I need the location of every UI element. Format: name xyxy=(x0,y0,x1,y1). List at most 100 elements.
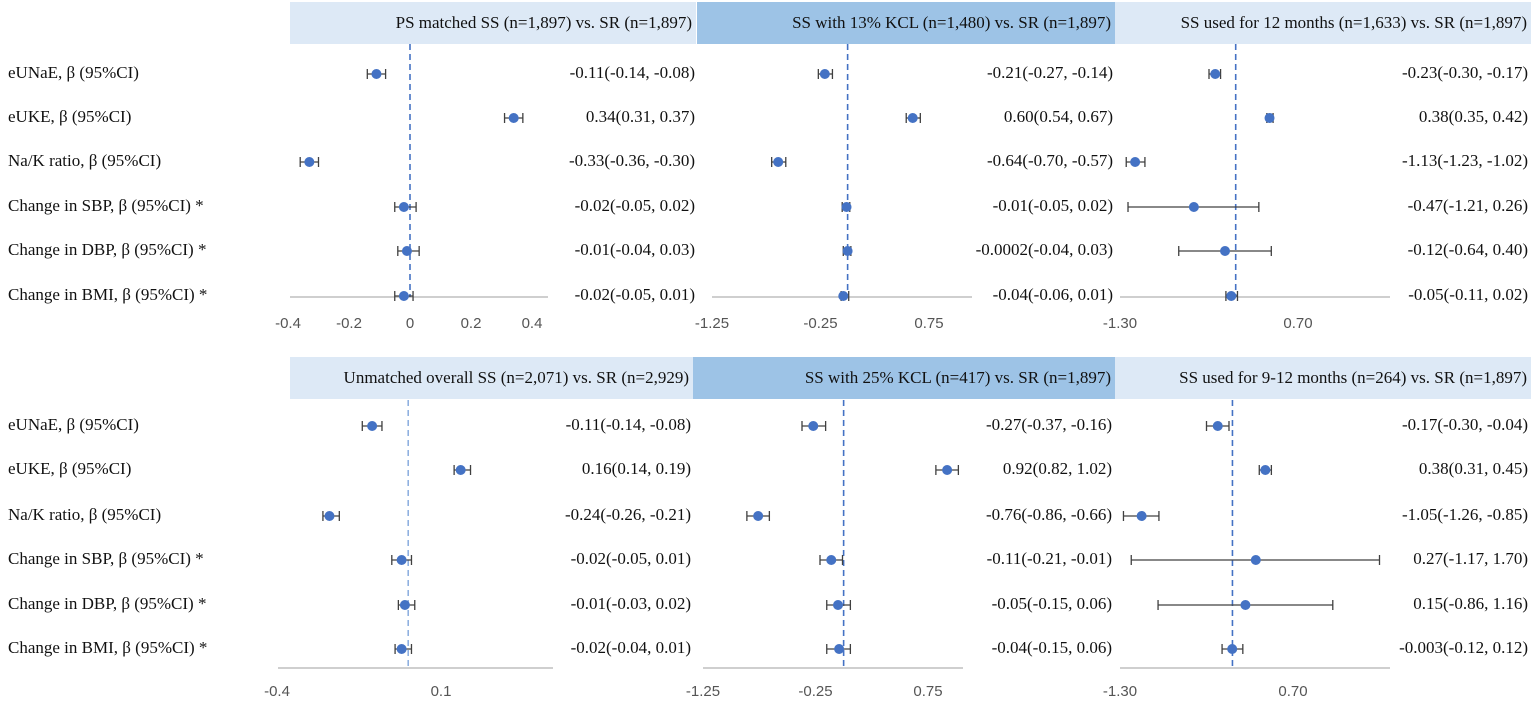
estimate-point xyxy=(841,202,852,212)
estimate-point xyxy=(808,421,819,431)
estimate-point xyxy=(398,202,409,212)
estimate-value-label: -0.17(-0.30, -0.04) xyxy=(1401,415,1528,434)
estimate-point xyxy=(1220,246,1231,256)
row-label: Change in BMI, β (95%CI) * xyxy=(8,285,208,304)
row-label: eUKE, β (95%CI) xyxy=(8,107,132,126)
estimate-value-label: -0.02(-0.05, 0.02) xyxy=(574,196,695,215)
estimate-point xyxy=(1240,600,1251,610)
estimate-value-label: -0.64(-0.70, -0.57) xyxy=(986,151,1113,170)
x-tick-label: -0.25 xyxy=(798,683,833,700)
panel-header: Unmatched overall SS (n=2,071) vs. SR (n… xyxy=(290,357,693,399)
estimate-value-label: 0.38(0.31, 0.45) xyxy=(1418,459,1528,478)
estimate-point xyxy=(1136,511,1147,521)
x-tick-label: 0.75 xyxy=(914,315,944,332)
estimate-value-label: 0.15(-0.86, 1.16) xyxy=(1413,594,1528,613)
row-label: Change in SBP, β (95%CI) * xyxy=(8,196,204,215)
estimate-point xyxy=(371,69,382,79)
estimate-point xyxy=(1212,421,1223,431)
estimate-point xyxy=(396,555,407,565)
x-tick-label: -1.30 xyxy=(1102,315,1138,332)
estimate-point xyxy=(773,157,784,167)
estimate-value-label: -0.01(-0.05, 0.02) xyxy=(992,196,1113,215)
estimate-value-label: -0.11(-0.21, -0.01) xyxy=(986,549,1112,568)
x-tick-label: 0.2 xyxy=(460,315,482,332)
estimate-point xyxy=(1260,465,1271,475)
estimate-point xyxy=(508,113,519,123)
estimate-value-label: -0.01(-0.03, 0.02) xyxy=(570,594,691,613)
estimate-point xyxy=(1130,157,1141,167)
estimate-point xyxy=(826,555,837,565)
estimate-value-label: -0.04(-0.15, 0.06) xyxy=(991,638,1112,657)
estimate-value-label: -0.23(-0.30, -0.17) xyxy=(1401,63,1528,82)
panel-header: SS with 25% KCL (n=417) vs. SR (n=1,897) xyxy=(693,357,1115,399)
x-tick-label: -0.4 xyxy=(275,315,301,332)
estimate-value-label: -0.05(-0.15, 0.06) xyxy=(991,594,1112,613)
estimate-value-label: -0.0002(-0.04, 0.03) xyxy=(975,240,1113,259)
estimate-point xyxy=(842,246,853,256)
x-tick-label: -1.25 xyxy=(694,315,730,332)
estimate-point xyxy=(1250,555,1261,565)
panel-header: PS matched SS (n=1,897) vs. SR (n=1,897) xyxy=(290,2,696,44)
row-label: Na/K ratio, β (95%CI) xyxy=(8,505,162,524)
estimate-point xyxy=(398,291,409,301)
row-label: Change in DBP, β (95%CI) * xyxy=(8,594,207,613)
x-tick-label: 0 xyxy=(405,315,415,332)
x-tick-label: -0.4 xyxy=(264,683,290,700)
row-label: eUNaE, β (95%CI) xyxy=(8,415,139,434)
estimate-point xyxy=(399,600,410,610)
row-label: eUNaE, β (95%CI) xyxy=(8,63,139,82)
estimate-point xyxy=(1226,291,1237,301)
x-tick-label: 0.75 xyxy=(913,683,943,700)
panel-header: SS used for 9-12 months (n=264) vs. SR (… xyxy=(1115,357,1531,399)
estimate-value-label: -0.12(-0.64, 0.40) xyxy=(1407,240,1528,259)
estimate-point xyxy=(1210,69,1221,79)
estimate-value-label: -0.21(-0.27, -0.14) xyxy=(986,63,1113,82)
estimate-value-label: -0.02(-0.05, 0.01) xyxy=(574,285,695,304)
estimate-point xyxy=(834,644,845,654)
row-label: Change in SBP, β (95%CI) * xyxy=(8,549,204,568)
estimate-value-label: 0.38(0.35, 0.42) xyxy=(1418,107,1528,126)
estimate-point xyxy=(396,644,407,654)
estimate-value-label: -0.02(-0.04, 0.01) xyxy=(570,638,691,657)
estimate-value-label: -1.13(-1.23, -1.02) xyxy=(1401,151,1528,170)
row-label: Na/K ratio, β (95%CI) xyxy=(8,151,162,170)
estimate-value-label: -0.33(-0.36, -0.30) xyxy=(568,151,695,170)
estimate-value-label: -0.76(-0.86, -0.66) xyxy=(985,505,1112,524)
estimate-value-label: -1.05(-1.26, -0.85) xyxy=(1401,505,1528,524)
x-tick-label: -1.25 xyxy=(685,683,721,700)
estimate-value-label: -0.02(-0.05, 0.01) xyxy=(570,549,691,568)
estimate-value-label: -0.003(-0.12, 0.12) xyxy=(1399,638,1528,657)
row-label: Change in DBP, β (95%CI) * xyxy=(8,240,207,259)
estimate-point xyxy=(942,465,953,475)
estimate-value-label: 0.27(-1.17, 1.70) xyxy=(1413,549,1528,568)
estimate-point xyxy=(838,291,849,301)
panel-header: SS used for 12 months (n=1,633) vs. SR (… xyxy=(1115,2,1531,44)
estimate-value-label: -0.05(-0.11, 0.02) xyxy=(1408,285,1528,304)
estimate-point xyxy=(1264,113,1275,123)
x-tick-label: 0.4 xyxy=(521,315,543,332)
x-tick-label: 0.70 xyxy=(1278,683,1308,700)
x-tick-label: -0.25 xyxy=(803,315,838,332)
row-label: eUKE, β (95%CI) xyxy=(8,459,132,478)
estimate-point xyxy=(833,600,843,610)
estimate-value-label: -0.27(-0.37, -0.16) xyxy=(985,415,1112,434)
estimate-point xyxy=(753,511,764,521)
estimate-point xyxy=(907,113,918,123)
estimate-value-label: -0.01(-0.04, 0.03) xyxy=(574,240,695,259)
x-tick-label: 0.1 xyxy=(430,683,452,700)
estimate-point xyxy=(455,465,466,475)
row-label: Change in BMI, β (95%CI) * xyxy=(8,638,208,657)
x-tick-label: -0.2 xyxy=(336,315,362,332)
estimate-point xyxy=(1188,202,1199,212)
estimate-value-label: -0.11(-0.14, -0.08) xyxy=(565,415,691,434)
estimate-value-label: -0.24(-0.26, -0.21) xyxy=(564,505,691,524)
estimate-value-label: 0.60(0.54, 0.67) xyxy=(1003,107,1113,126)
estimate-point xyxy=(819,69,830,79)
estimate-point xyxy=(401,246,412,256)
estimate-value-label: 0.92(0.82, 1.02) xyxy=(1002,459,1112,478)
panel-header: SS with 13% KCL (n=1,480) vs. SR (n=1,89… xyxy=(697,2,1115,44)
x-tick-label: 0.70 xyxy=(1283,315,1313,332)
estimate-value-label: 0.16(0.14, 0.19) xyxy=(581,459,691,478)
estimate-value-label: -0.04(-0.06, 0.01) xyxy=(992,285,1113,304)
